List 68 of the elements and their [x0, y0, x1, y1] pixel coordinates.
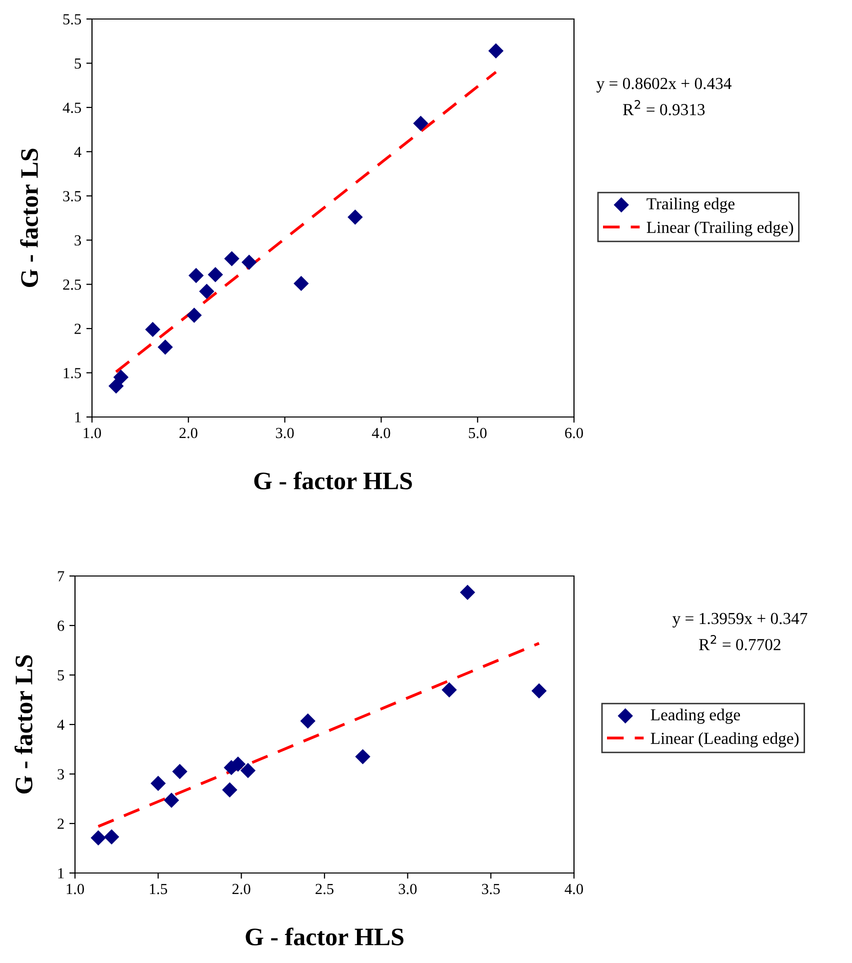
point [164, 792, 180, 808]
point [348, 210, 363, 225]
x-tick-label: 2.5 [316, 884, 334, 894]
legend-label: Leading edge [650, 708, 740, 724]
text: y = 0.8602x + 0.434 [596, 78, 732, 93]
legend-label: Linear (Leading edge) [650, 732, 799, 748]
x-tick-label: 4.0 [372, 428, 390, 438]
point [90, 830, 106, 846]
x-tick-label: 2.0 [232, 884, 250, 894]
point [172, 764, 188, 780]
point [442, 682, 457, 698]
point [240, 762, 256, 778]
point [355, 749, 370, 764]
point [208, 266, 223, 282]
y-tick-label: 1.5 [64, 368, 81, 378]
y-tick-label: 6 [58, 620, 64, 631]
point [294, 276, 309, 292]
x-axis-title: G - factor HLS [254, 472, 412, 490]
x-tick-label: 4.0 [564, 884, 583, 894]
y-tick-label: 7 [58, 571, 64, 582]
x-tick-label: 2.0 [180, 428, 198, 438]
y-tick-label: 5 [74, 58, 81, 69]
point [104, 829, 120, 844]
legend-label: Linear (Trailing edge) [646, 221, 794, 236]
point [145, 322, 160, 338]
text: R$^{2}$ = 0.9313 [623, 100, 705, 116]
x-tick-label: 3.5 [482, 884, 500, 894]
y-tick-label: 4 [74, 146, 82, 157]
x-tick-label: 3.0 [398, 884, 417, 894]
y-tick-label: 4 [57, 720, 64, 730]
point [158, 340, 173, 355]
x-tick-label: 5.0 [468, 428, 487, 438]
y-tick-label: 1 [75, 412, 81, 422]
x-axis-title: G - factor HLS [246, 928, 404, 946]
y-tick-label: 2 [58, 818, 64, 829]
point [199, 284, 214, 300]
point [188, 268, 204, 284]
point [531, 683, 547, 698]
point [186, 308, 202, 323]
point [150, 776, 166, 792]
x-tick-label: 6.0 [565, 428, 583, 438]
point [300, 713, 316, 729]
point [460, 584, 476, 600]
point [242, 254, 257, 270]
y-axis-title: G - factor LS [20, 148, 38, 288]
y-tick-label: 2.5 [63, 280, 81, 290]
point [113, 370, 129, 385]
y-tick-label: 3 [58, 769, 64, 780]
y-tick-label: 4.5 [62, 102, 81, 113]
x-tick-label: 1.5 [150, 884, 168, 894]
y-tick-label: 3 [74, 235, 81, 246]
text: y = 1.3959x + 0.347 [672, 612, 808, 628]
x-tick-label: 3.0 [276, 428, 294, 438]
point [222, 782, 238, 798]
x-tick-label: 1.0 [66, 884, 84, 894]
y-tick-label: 2 [74, 324, 81, 334]
point [224, 251, 240, 266]
y-axis-title: G - factor LS [14, 655, 32, 794]
y-tick-label: 5 [58, 670, 64, 680]
legend-label: Trailing edge [646, 198, 734, 213]
x-tick-label: 1.0 [84, 428, 101, 438]
text: R$^{2}$ = 0.7702 [699, 635, 780, 650]
y-tick-label: 5.5 [63, 14, 81, 25]
point [488, 43, 504, 58]
point [413, 116, 428, 131]
y-tick-label: 1 [58, 868, 64, 878]
point [108, 378, 124, 394]
y-tick-label: 3.5 [63, 191, 81, 202]
